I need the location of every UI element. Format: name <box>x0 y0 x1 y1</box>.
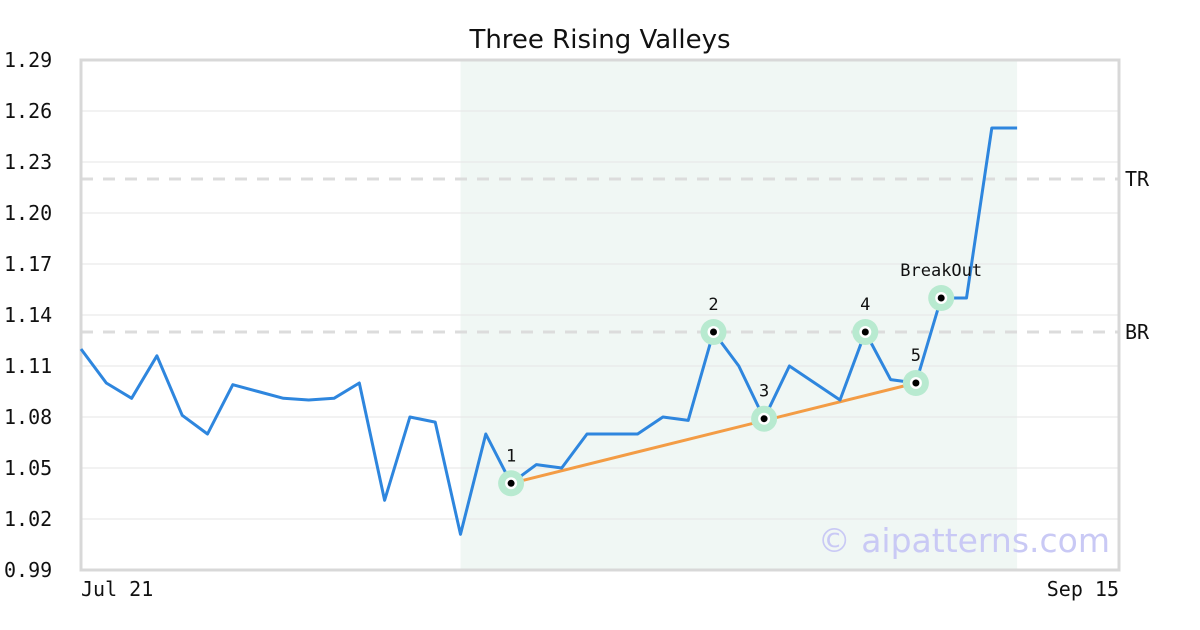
y-tick-label: 1.26 <box>4 99 52 123</box>
chart-title: Three Rising Valleys <box>468 25 730 55</box>
y-tick-label: 1.05 <box>4 456 52 480</box>
point-label: 5 <box>911 346 921 366</box>
y-tick-label: 1.29 <box>4 48 52 72</box>
y-axis-ticks: 0.99 1.02 1.05 1.08 1.11 1.14 1.17 1.20 1.23 1.26… <box>4 48 52 582</box>
y-tick-label: 1.14 <box>4 303 52 327</box>
point-dot <box>760 415 768 423</box>
point-dot <box>507 479 515 487</box>
y-tick-label: 1.17 <box>4 252 52 276</box>
y-tick-label: 0.99 <box>4 558 52 582</box>
point-dot <box>861 328 869 336</box>
point-label: 4 <box>860 295 870 315</box>
x-tick-label: Jul 21 <box>81 577 153 601</box>
point-label: 1 <box>506 446 516 466</box>
grid-lines <box>81 110 1119 520</box>
point-label: BreakOut <box>900 261 982 281</box>
y-tick-label: 1.11 <box>4 354 52 378</box>
x-axis-ticks: Jul 21 Sep 15 <box>81 577 1119 601</box>
watermark: © aipatterns.com <box>818 521 1110 560</box>
y-tick-label: 1.02 <box>4 507 52 531</box>
x-tick-label: Sep 15 <box>1047 577 1119 601</box>
point-dot <box>912 379 920 387</box>
point-label: 3 <box>759 382 769 402</box>
point-dot <box>937 294 945 302</box>
point-label: 2 <box>708 295 718 315</box>
y-tick-label: 1.20 <box>4 201 52 225</box>
plot-frame <box>79 58 1121 572</box>
valley-trendline <box>510 381 917 485</box>
level-label: BR <box>1125 320 1150 344</box>
pattern-points: 1 2 3 4 5 BreakOut <box>498 261 982 497</box>
point-dot <box>710 328 717 336</box>
y-tick-label: 1.08 <box>4 405 52 429</box>
y-tick-label: 1.23 <box>4 150 52 174</box>
level-lines: TR BR <box>81 167 1150 344</box>
level-label: TR <box>1125 167 1150 191</box>
